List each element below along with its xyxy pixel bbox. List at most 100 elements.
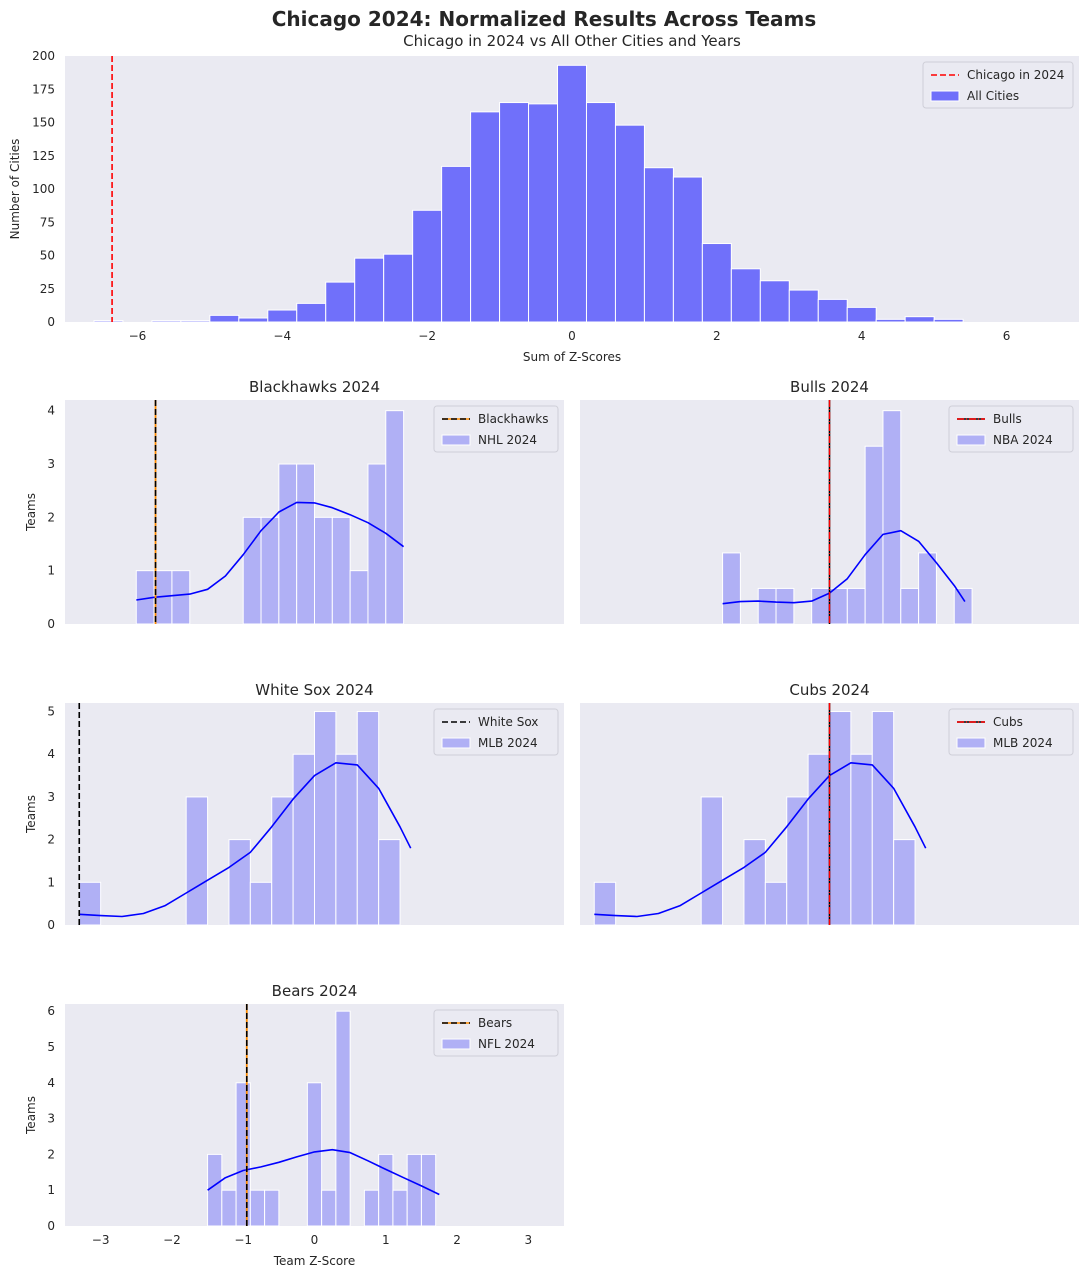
legend-label: NHL 2024 xyxy=(478,433,537,447)
histogram-bar xyxy=(264,1189,280,1227)
histogram-bar xyxy=(904,316,935,323)
x-axis-label: Sum of Z-Scores xyxy=(523,350,621,364)
histogram-bar xyxy=(378,839,401,926)
histogram-bar xyxy=(643,167,674,323)
histogram-bar xyxy=(378,1153,394,1227)
histogram-bar xyxy=(672,176,703,323)
y-tick-label: 0 xyxy=(47,617,55,631)
y-tick-label: 50 xyxy=(40,249,55,263)
histogram-bar xyxy=(278,463,298,625)
y-tick-label: 0 xyxy=(47,315,55,329)
histogram-bar xyxy=(730,268,761,323)
histogram-bar xyxy=(228,839,251,926)
histogram-bar xyxy=(764,881,788,926)
y-tick-label: 1 xyxy=(47,1183,55,1197)
histogram-bar xyxy=(151,320,182,323)
histogram-bar xyxy=(875,318,906,323)
histogram-bar xyxy=(817,298,848,323)
legend-label: Bulls xyxy=(993,412,1022,426)
histogram-bar xyxy=(893,839,916,926)
histogram-bar xyxy=(78,881,102,926)
x-tick-label: 2 xyxy=(453,1233,461,1247)
histogram-bar xyxy=(871,711,895,926)
panels: Chicago in 2024 vs All Other Cities and … xyxy=(8,32,1079,1268)
histogram-bar xyxy=(470,111,501,323)
y-tick-label: 0 xyxy=(47,1219,55,1233)
histogram-bar xyxy=(321,1189,337,1227)
panel-blackhawks: Blackhawks 2024 0 1 2 3 4 Teams Blackhawks NHL 2… xyxy=(24,378,564,631)
histogram-bar xyxy=(700,796,724,926)
legend-patch-swatch xyxy=(441,737,471,749)
x-tick-label: 3 xyxy=(525,1233,533,1247)
legend-patch-swatch xyxy=(956,737,986,749)
histogram-bar xyxy=(349,570,369,625)
histogram-bar xyxy=(354,257,385,323)
y-tick-label: 75 xyxy=(40,215,55,229)
y-axis-label: Number of Cities xyxy=(8,139,22,240)
histogram-bar xyxy=(296,463,315,625)
y-tick-label: 2 xyxy=(47,510,55,524)
histogram-bar xyxy=(846,306,877,323)
histogram-bar xyxy=(722,552,741,625)
legend-label: Cubs xyxy=(993,715,1023,729)
histogram-bar xyxy=(209,314,240,323)
x-tick-label: −6 xyxy=(129,329,147,343)
histogram-bar xyxy=(335,753,358,926)
x-tick-label: 0 xyxy=(311,1233,319,1247)
panel-title: Blackhawks 2024 xyxy=(249,378,380,396)
panel-title: Bulls 2024 xyxy=(790,378,869,396)
y-tick-label: 2 xyxy=(47,833,55,847)
x-tick-label: −1 xyxy=(234,1233,252,1247)
histogram-bar xyxy=(701,243,732,323)
histogram-bar xyxy=(499,102,530,323)
histogram-bar xyxy=(296,302,327,323)
x-tick-label: 0 xyxy=(568,329,576,343)
panel-whitesox: White Sox 2024 0 1 2 3 4 5 Teams White Sox MLB 20… xyxy=(24,681,564,932)
histogram-bar xyxy=(441,165,472,323)
legend-label: All Cities xyxy=(967,89,1019,103)
y-axis-label: Teams xyxy=(24,493,38,532)
histogram-bar xyxy=(918,552,937,625)
legend-label: MLB 2024 xyxy=(478,736,538,750)
histogram-bar xyxy=(392,1189,408,1227)
legend-label: Bears xyxy=(478,1016,512,1030)
histogram-bar xyxy=(235,1082,251,1227)
histogram-bar xyxy=(314,711,337,926)
y-axis-label: Teams xyxy=(24,1096,38,1135)
y-tick-label: 3 xyxy=(47,1112,55,1126)
histogram-bar xyxy=(585,102,616,323)
y-tick-label: 125 xyxy=(32,149,55,163)
x-tick-label: −2 xyxy=(418,329,436,343)
histogram-bar xyxy=(385,410,405,625)
legend-patch-swatch xyxy=(956,434,986,446)
histogram-bar xyxy=(882,410,902,625)
kde-line xyxy=(79,762,412,918)
histogram-bar xyxy=(221,1189,237,1227)
histogram-bar xyxy=(180,320,211,323)
legend-patch-swatch xyxy=(930,90,960,102)
histogram-bar xyxy=(249,881,273,926)
histogram-bar xyxy=(829,587,848,625)
histogram-bar xyxy=(383,253,414,323)
histogram-bar xyxy=(363,1189,380,1227)
histogram-bar xyxy=(528,103,559,323)
histogram-bar xyxy=(757,587,777,625)
y-tick-label: 175 xyxy=(32,82,55,96)
panel-bulls: Bulls 2024 Bulls NBA 2024 xyxy=(580,378,1079,625)
panel-bears: Bears 2024 0 1 2 3 4 5 6 −3 −2 −1 0 1 2 3 Teams Team Z-S… xyxy=(24,982,564,1268)
legend-patch-swatch xyxy=(441,434,471,446)
y-tick-label: 150 xyxy=(32,116,55,130)
y-tick-label: 5 xyxy=(47,1040,55,1054)
histogram-bar xyxy=(412,209,443,323)
histogram-bar xyxy=(171,570,191,625)
legend-label: Blackhawks xyxy=(478,412,548,426)
histogram-bar xyxy=(325,281,356,323)
legend-label: MLB 2024 xyxy=(993,736,1053,750)
y-tick-label: 5 xyxy=(47,705,55,719)
panel-title: Bears 2024 xyxy=(272,982,358,1000)
y-tick-label: 3 xyxy=(47,457,55,471)
histogram-bar xyxy=(306,1082,323,1227)
histogram-bar xyxy=(933,318,964,323)
panel-title: White Sox 2024 xyxy=(255,681,373,699)
